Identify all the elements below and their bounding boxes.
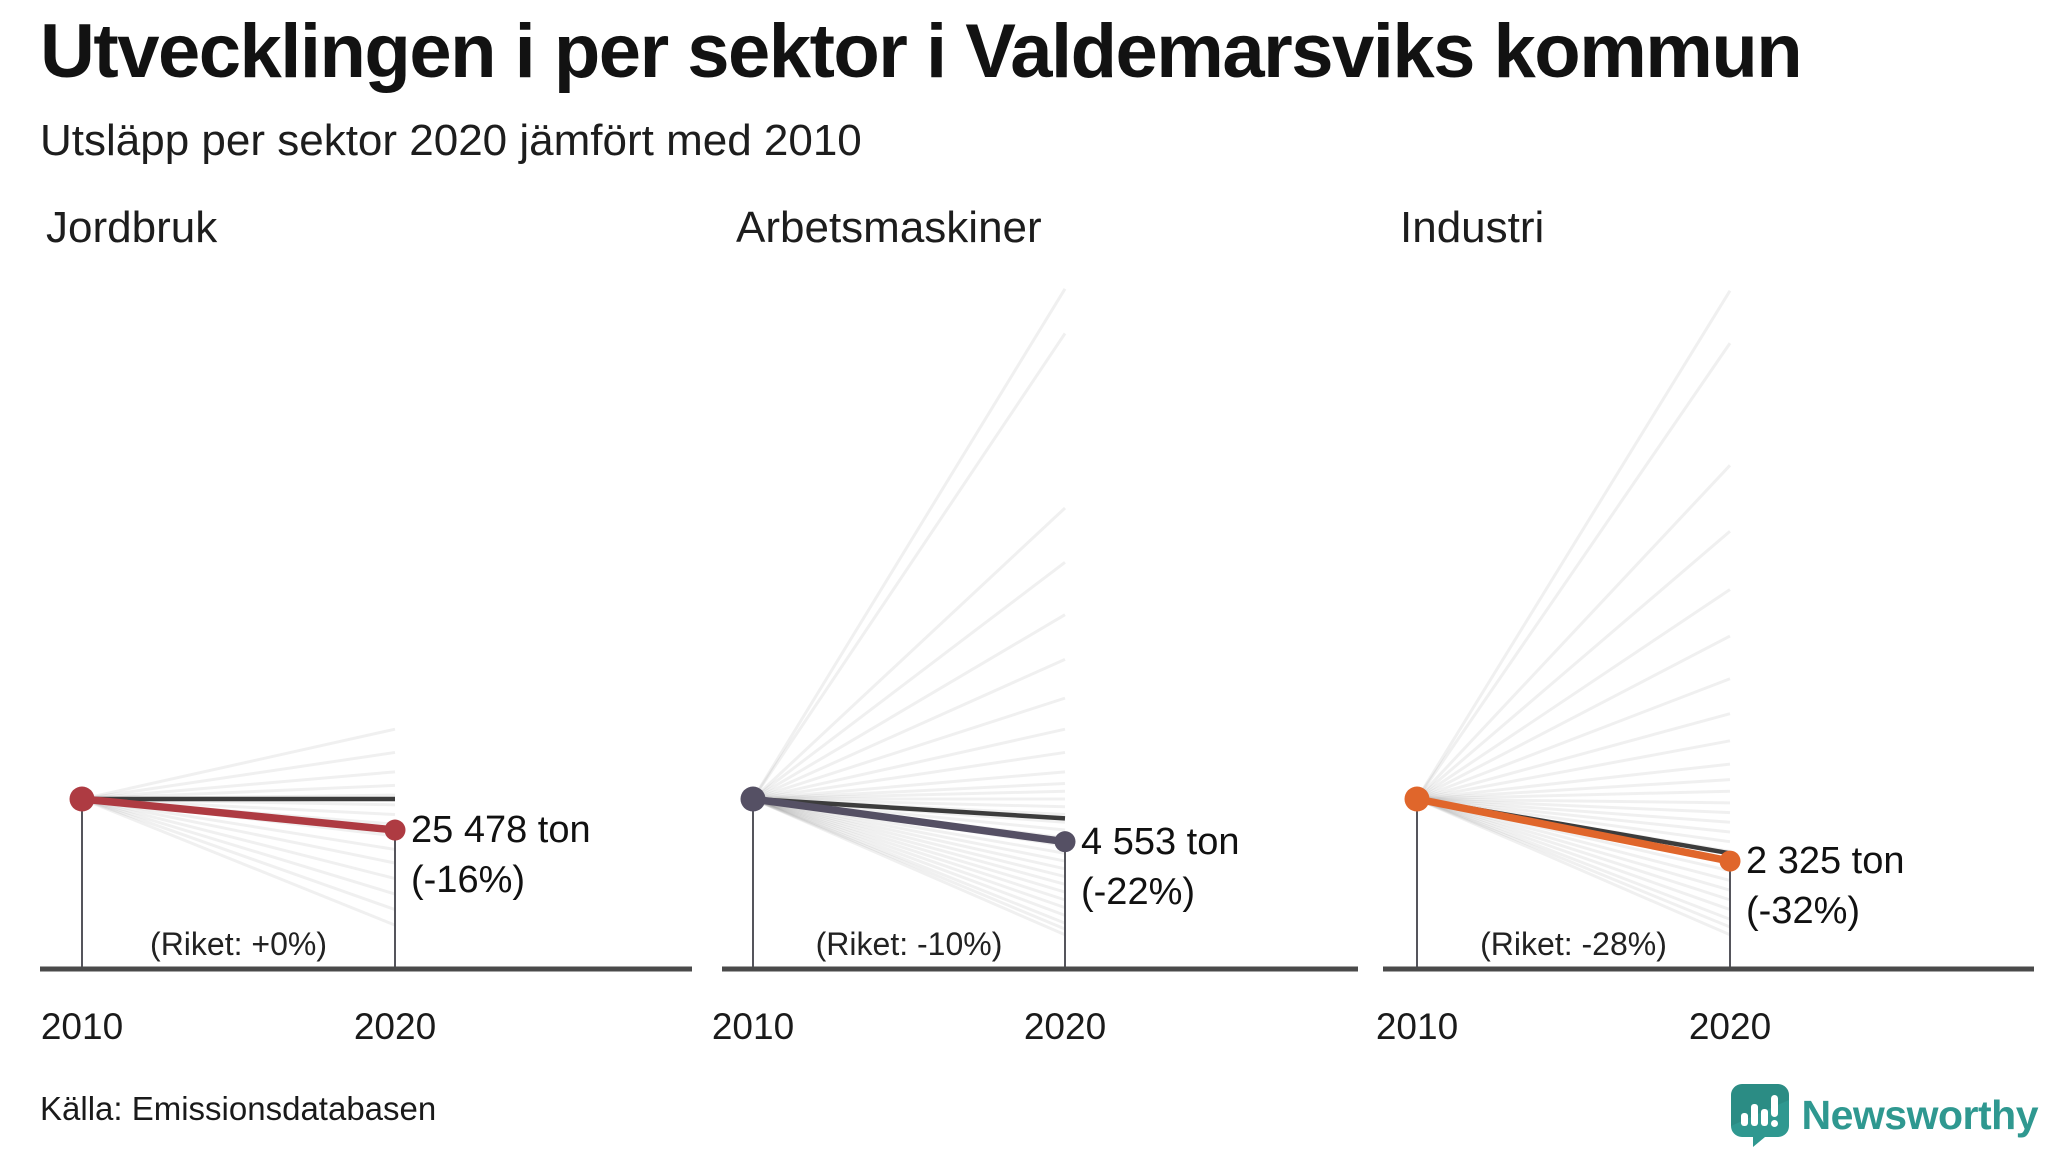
- value-label: 4 553 ton (-22%): [1081, 817, 1239, 917]
- value-2020-text: 4 553 ton: [1081, 820, 1240, 863]
- national-comparison-label: (Riket: -28%): [1480, 926, 1667, 962]
- newsworthy-chart-bubble-icon: [1730, 1084, 1789, 1147]
- x-tick-2020: 2020: [1023, 1006, 1107, 1047]
- source-note: Källa: Emissionsdatabasen: [40, 1090, 437, 1127]
- x-tick-2010: 2010: [40, 1006, 124, 1047]
- change-pct-text: (-16%): [411, 859, 526, 902]
- x-tick-2010: 2010: [711, 1006, 795, 1047]
- value-2020-text: 25 478 ton: [411, 809, 591, 852]
- change-pct-text: (-32%): [1746, 890, 1861, 933]
- newsworthy-logo: Newsworthy: [1730, 1083, 2039, 1147]
- panel-title-arbetsmaskiner: Arbetsmaskiner: [736, 203, 1042, 252]
- panel-title-industri: Industri: [1400, 203, 1545, 252]
- value-label: 2 325 ton (-32%): [1746, 836, 1904, 936]
- page-title: Utvecklingen i per sektor i Valdemarsvik…: [40, 9, 1803, 94]
- x-tick-2020: 2020: [353, 1006, 437, 1047]
- change-pct-text: (-22%): [1081, 870, 1196, 913]
- panel-title-jordbruk: Jordbruk: [46, 203, 218, 252]
- x-tick-2010: 2010: [1375, 1006, 1459, 1047]
- newsworthy-wordmark: Newsworthy: [1801, 1091, 2039, 1138]
- national-comparison-label: (Riket: +0%): [150, 926, 327, 962]
- national-comparison-label: (Riket: -10%): [815, 926, 1003, 962]
- page-subtitle: Utsläpp per sektor 2020 jämfört med 2010: [40, 116, 862, 165]
- value-label: 25 478 ton (-16%): [411, 805, 591, 905]
- value-2020-text: 2 325 ton: [1746, 840, 1905, 883]
- x-tick-2020: 2020: [1688, 1006, 1772, 1047]
